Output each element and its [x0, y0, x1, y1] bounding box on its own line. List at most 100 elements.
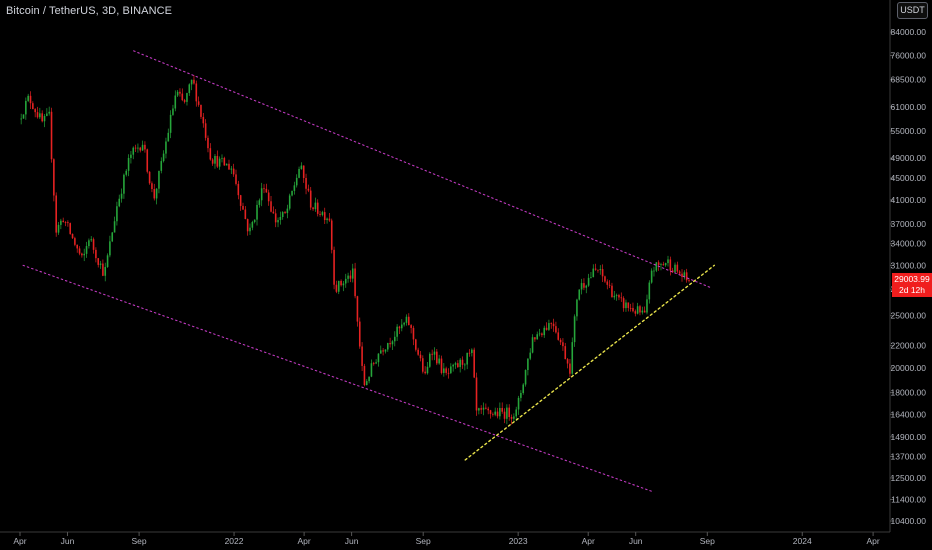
candle-body: [587, 277, 590, 286]
candle: [88, 238, 90, 249]
candle-body: [160, 161, 163, 171]
candle-body: [566, 359, 569, 364]
candle: [655, 261, 658, 273]
candle: [118, 194, 121, 208]
candle: [223, 156, 226, 166]
time-tick-label: Sep: [416, 536, 431, 546]
candle-body: [541, 333, 543, 336]
chart-title: Bitcoin / TetherUS, 3D, BINANCE: [6, 5, 173, 17]
candle: [683, 270, 686, 280]
candle: [22, 114, 25, 119]
candle: [151, 181, 153, 193]
time-tick-label: Jun: [629, 536, 643, 546]
candle-body: [244, 209, 247, 220]
candle: [566, 358, 569, 369]
candle-body: [454, 363, 457, 365]
candle: [466, 352, 468, 370]
candle: [53, 158, 55, 202]
candle: [433, 347, 436, 361]
candle-body: [141, 144, 144, 151]
candle-body: [503, 411, 506, 419]
candle-body: [564, 346, 567, 360]
candle: [510, 414, 513, 425]
candle: [548, 319, 550, 332]
candle-body: [515, 409, 518, 417]
candle: [60, 218, 62, 230]
candle: [162, 150, 165, 163]
candle-body: [667, 259, 669, 264]
candle: [445, 366, 447, 376]
candle: [501, 402, 504, 414]
candle-body: [606, 281, 609, 285]
candle-body: [445, 368, 447, 373]
candle-body: [76, 244, 79, 249]
candle: [520, 390, 522, 402]
candle-body: [431, 353, 433, 355]
candle-body: [235, 174, 237, 184]
candle-body: [274, 213, 277, 223]
candle-body: [550, 323, 553, 324]
candle: [506, 404, 508, 425]
candle-body: [218, 158, 221, 167]
price-tick-label: 55000.00: [891, 126, 927, 136]
candle-body: [64, 222, 67, 223]
candle-body: [573, 316, 576, 343]
bar-countdown: 2d 12h: [899, 284, 925, 295]
trendline-channel-upper[interactable]: [133, 50, 711, 289]
candle: [601, 264, 604, 282]
candle: [298, 166, 300, 179]
candle-body: [305, 177, 307, 189]
candle: [531, 334, 534, 354]
candle-body: [648, 282, 651, 300]
candle-body: [125, 170, 128, 175]
candle-body: [291, 190, 293, 196]
candle: [242, 202, 244, 210]
candle: [258, 198, 261, 208]
candle: [487, 406, 489, 415]
time-axis[interactable]: Apr Jun Sep 2022 Apr Jun Sep 2023 Apr Jun Sep 2024 A…: [13, 532, 880, 546]
candle-body: [32, 103, 34, 110]
candle: [405, 314, 408, 326]
candle: [328, 213, 331, 222]
trendline-ascending-support[interactable]: [464, 264, 716, 461]
candle: [323, 207, 326, 225]
candle-body: [590, 277, 592, 278]
candle-body: [464, 364, 466, 366]
candle-body: [281, 212, 284, 217]
candle-body: [90, 239, 93, 241]
candle-body: [403, 322, 405, 325]
currency-button[interactable]: USDT: [897, 2, 928, 19]
candle-body: [46, 113, 48, 116]
candle: [46, 108, 48, 117]
trendline-channel-lower[interactable]: [22, 264, 653, 492]
candle-body: [256, 204, 258, 220]
candle: [627, 302, 630, 312]
candle: [113, 216, 116, 233]
candle: [564, 342, 567, 360]
price-tick-label: 16400.00: [891, 409, 927, 419]
candle-body: [468, 352, 471, 354]
candle: [443, 363, 445, 377]
candle: [274, 209, 277, 228]
candle-body: [363, 365, 366, 386]
candle-body: [351, 268, 354, 279]
candle-body: [347, 275, 349, 279]
candle-body: [349, 275, 352, 279]
candle-body: [181, 93, 184, 101]
candle: [508, 404, 511, 421]
candle: [232, 163, 235, 177]
candle: [263, 184, 265, 194]
candle: [450, 363, 452, 375]
candle: [559, 338, 562, 346]
candle: [32, 101, 34, 110]
candle-body: [85, 246, 88, 254]
candle: [160, 157, 163, 174]
candle: [169, 110, 172, 139]
candle: [132, 146, 135, 160]
candle-body: [410, 325, 412, 328]
candle: [214, 153, 216, 169]
candle-body: [323, 212, 326, 221]
candle-body: [232, 168, 235, 175]
candle: [685, 268, 688, 283]
